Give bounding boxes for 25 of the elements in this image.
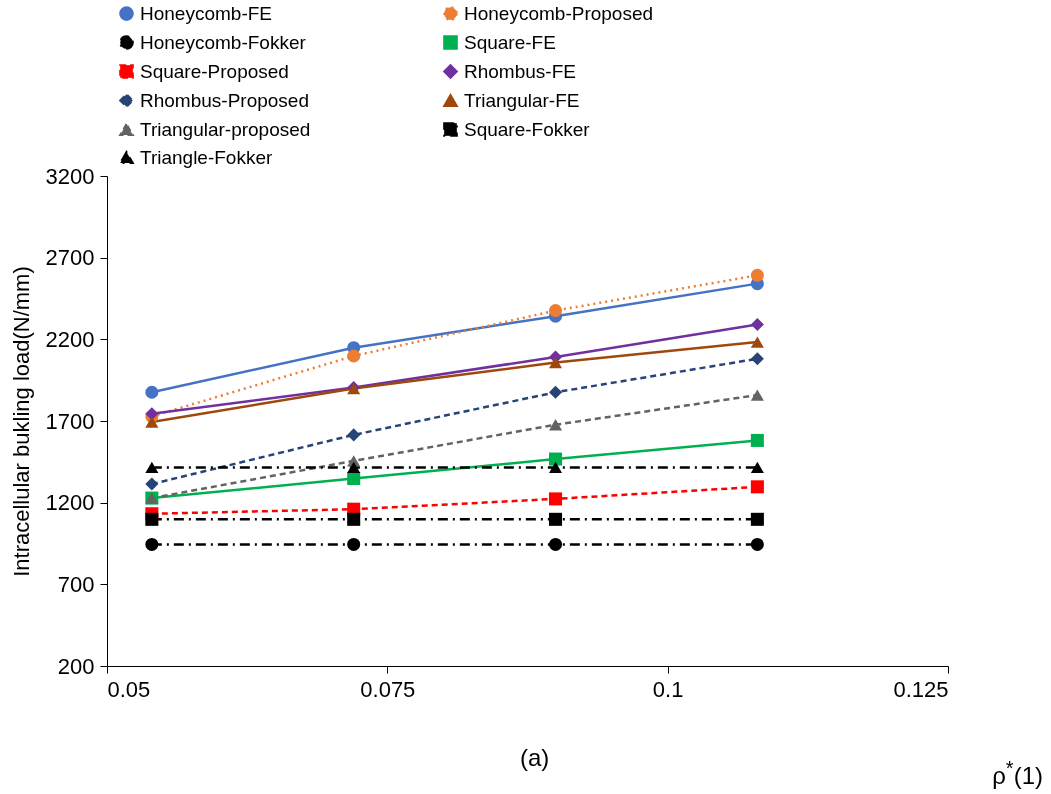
x-tick-label: 0.075: [360, 676, 416, 702]
y-tick-label: 200: [57, 653, 95, 679]
y-tick-label: 1200: [45, 490, 95, 516]
legend-label: Square-Proposed: [140, 60, 289, 82]
y-tick-label: 1700: [45, 408, 95, 434]
legend-label: Rhombus-FE: [464, 60, 576, 82]
legend-label: Honeycomb-Fokker: [140, 31, 307, 53]
x-tick-label: 0.05: [107, 676, 151, 702]
legend-label: Honeycomb-Proposed: [464, 2, 654, 24]
x-tick-label: 0.1: [652, 676, 684, 702]
legend-label: Square-FE: [464, 31, 556, 53]
text: (a): [520, 744, 550, 772]
y-tick-label: 700: [57, 571, 95, 597]
legend-label: Honeycomb-FE: [140, 2, 272, 24]
y-axis-title: Intracellular bukling load(N/mm): [8, 266, 34, 577]
legend-label: Triangular-proposed: [140, 118, 311, 140]
legend-label: Rhombus-Proposed: [140, 89, 309, 111]
legend-label: Square-Fokker: [464, 118, 591, 140]
x-tick-label: 0.125: [893, 676, 949, 702]
x-axis-title: ρ$^{*}$(1): [992, 757, 1043, 790]
y-tick-label: 2700: [45, 245, 95, 271]
legend-label: Triangular-FE: [464, 89, 580, 111]
legend-label: Triangle-Fokker: [140, 146, 273, 168]
y-tick-label: 2200: [45, 326, 95, 352]
y-tick-label: 3200: [45, 163, 95, 189]
